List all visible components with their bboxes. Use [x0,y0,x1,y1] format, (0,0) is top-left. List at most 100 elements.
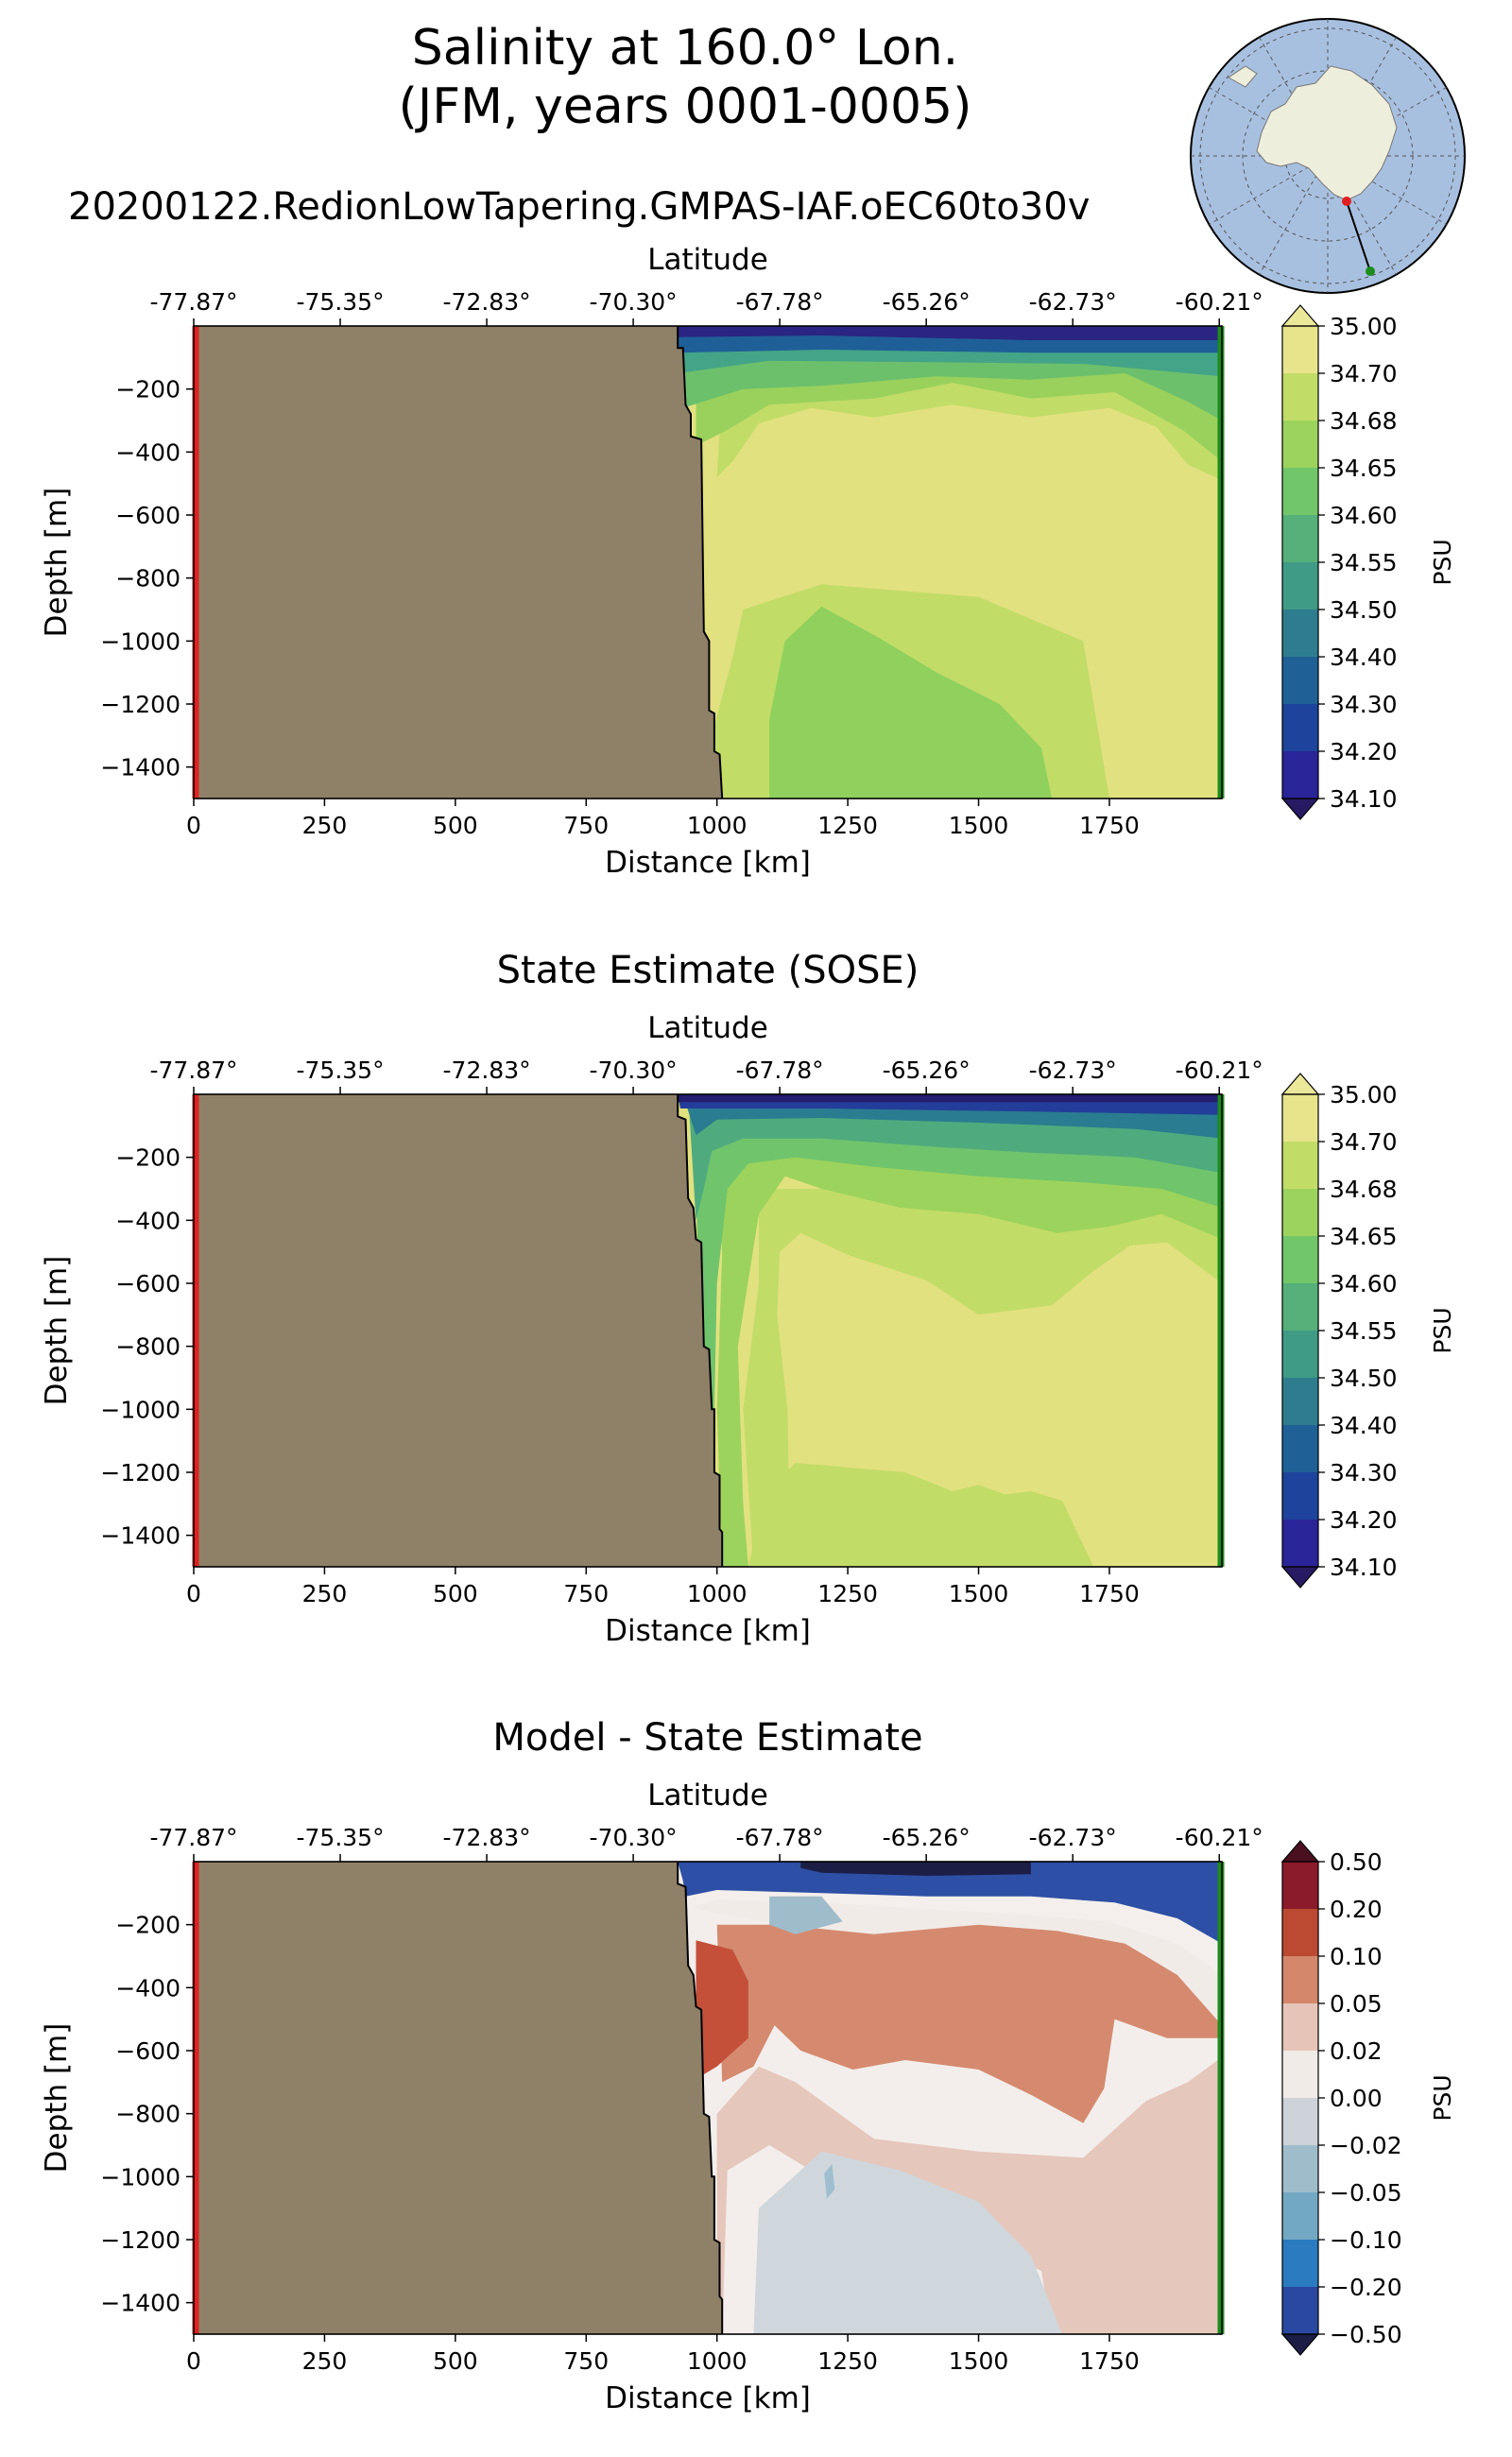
colorbar-segment [1282,610,1318,658]
contour-0.02 [716,2056,1222,2334]
x-tick-label: 250 [302,1580,348,1607]
plot-frame [193,325,1223,799]
x-tick-label: 1250 [817,2347,878,2375]
y-tick-label: −600 [115,1270,180,1297]
colorbar-label: PSU [1429,1307,1456,1353]
colorbar-tick-label: −0.10 [1330,2226,1402,2254]
contour-field [194,1862,1222,2334]
colorbar-extend-bottom [1280,798,1320,820]
figure-title-line2: (JFM, years 0001-0005) [399,78,972,135]
x-tick-label: 0 [186,812,201,839]
contour-−0.05 [824,2164,835,2199]
colorbar-segment [1282,421,1318,469]
land-mask [194,326,723,799]
colorbar-tick-label: 34.20 [1330,1506,1398,1534]
colorbar-extend-top [1280,304,1320,327]
colorbar-tick-label: 34.20 [1330,738,1398,765]
panels: 0 250 500 750 1000 1250 1500 1750 Distance [km] -… [40,243,1456,2415]
y-tick-label: −1200 [100,691,180,718]
colorbar-tick-label: 34.65 [1330,455,1398,482]
x-tick-label: 250 [302,2347,348,2375]
lat-tick-label: -65.26° [883,1057,971,1084]
x-axis-label: Distance [km] [605,2381,811,2415]
lat-tick-label: -65.26° [883,288,971,316]
x-tick-label: 750 [563,812,609,839]
colorbar-segment [1282,1142,1318,1190]
colorbar-segment [1282,1520,1318,1568]
section-start-point [1342,197,1351,206]
colorbar-tick-label: 34.68 [1330,1176,1398,1203]
colorbar-tick-label: 34.10 [1330,1554,1398,1581]
colorbar-segment [1282,373,1318,421]
colorbar-tick-label: −0.02 [1330,2132,1402,2159]
y-tick-label: −200 [115,376,180,404]
colorbar-segment [1282,326,1318,374]
y-tick-label: −200 [115,1144,180,1172]
colorbar-extend-bottom [1280,1566,1320,1589]
colorbar: 35.00 34.70 34.68 34.65 34.60 34.55 34.50 34.40… [1280,304,1456,820]
colorbar-tick-label: 34.10 [1330,785,1398,813]
colorbar-segment [1282,2287,1318,2335]
lat-tick-label: -75.35° [296,1824,384,1851]
lat-tick-label: -60.21° [1176,1824,1263,1851]
colorbar-tick-label: 34.30 [1330,1459,1398,1486]
y-tick-label: −600 [115,502,180,529]
x-tick-label: 500 [433,812,478,839]
colorbar-segment [1282,1472,1318,1521]
lat-tick-label: -77.87° [149,1824,237,1851]
x-tick-label: 1000 [687,812,747,839]
colorbar-segment [1282,704,1318,752]
x-tick-label: 1000 [687,1580,747,1607]
y-tick-label: −1000 [100,1396,180,1423]
x-tick-label: 1500 [949,2347,1009,2375]
colorbar-segment [1282,468,1318,516]
y-tick-label: −800 [115,565,180,593]
y-tick-label: −400 [115,438,180,466]
colorbar-segment [1282,1862,1318,1910]
top-axis-label: Latitude [647,1011,768,1045]
colorbar-segment [1282,1425,1318,1473]
lat-tick-label: -77.87° [149,288,237,316]
panel-title: Model - State Estimate [492,1716,922,1760]
colorbar-segment [1282,2145,1318,2193]
lat-tick-label: -67.78° [736,1824,824,1851]
lat-tick-label: -77.87° [149,1057,237,1084]
contour-field [194,326,1222,799]
panel-title: State Estimate (SOSE) [497,949,919,992]
section-line [1346,200,1371,272]
antarctica-landmass [1256,65,1398,201]
colorbar-label: PSU [1429,2074,1456,2121]
colorbar-segment [1282,1909,1318,1957]
x-tick-label: 0 [186,1580,201,1607]
contour-34.68 [747,1463,1094,1567]
colorbar-tick-label: 0.50 [1330,1848,1383,1876]
lat-tick-label: -70.30° [590,288,678,316]
colorbar-tick-label: 34.55 [1330,1317,1398,1345]
colorbar-segment [1282,1331,1318,1379]
colorbar-segment [1282,2098,1318,2146]
contour-0.10 [696,1940,748,2076]
x-tick-label: 1750 [1079,1580,1140,1607]
y-tick-label: −1200 [100,1459,180,1486]
colorbar-segment [1282,1189,1318,1237]
colorbar-tick-label: 35.00 [1330,1081,1398,1108]
colorbar-tick-label: 0.02 [1330,2037,1383,2065]
x-tick-label: 1750 [1079,2347,1140,2375]
inset-map [1190,18,1466,294]
colorbar-segment [1282,515,1318,563]
x-tick-label: 1250 [817,1580,878,1607]
colorbar-segment [1282,2240,1318,2288]
y-tick-label: −1400 [100,754,180,782]
x-tick-label: 1000 [687,2347,747,2375]
colorbar-segment [1282,751,1318,799]
lat-tick-label: -62.73° [1029,288,1117,316]
colorbar-segment [1282,2192,1318,2241]
lat-tick-label: -75.35° [296,288,384,316]
x-tick-label: 500 [433,1580,478,1607]
x-axis-label: Distance [km] [605,1614,811,1648]
colorbar-tick-label: 0.10 [1330,1943,1383,1970]
colorbar-tick-label: 0.05 [1330,1990,1383,2018]
run-name: 20200122.RedionLowTapering.GMPAS-IAF.oEC… [68,185,1090,229]
colorbar-extend-top [1280,1840,1320,1863]
x-tick-label: 1500 [949,1580,1009,1607]
